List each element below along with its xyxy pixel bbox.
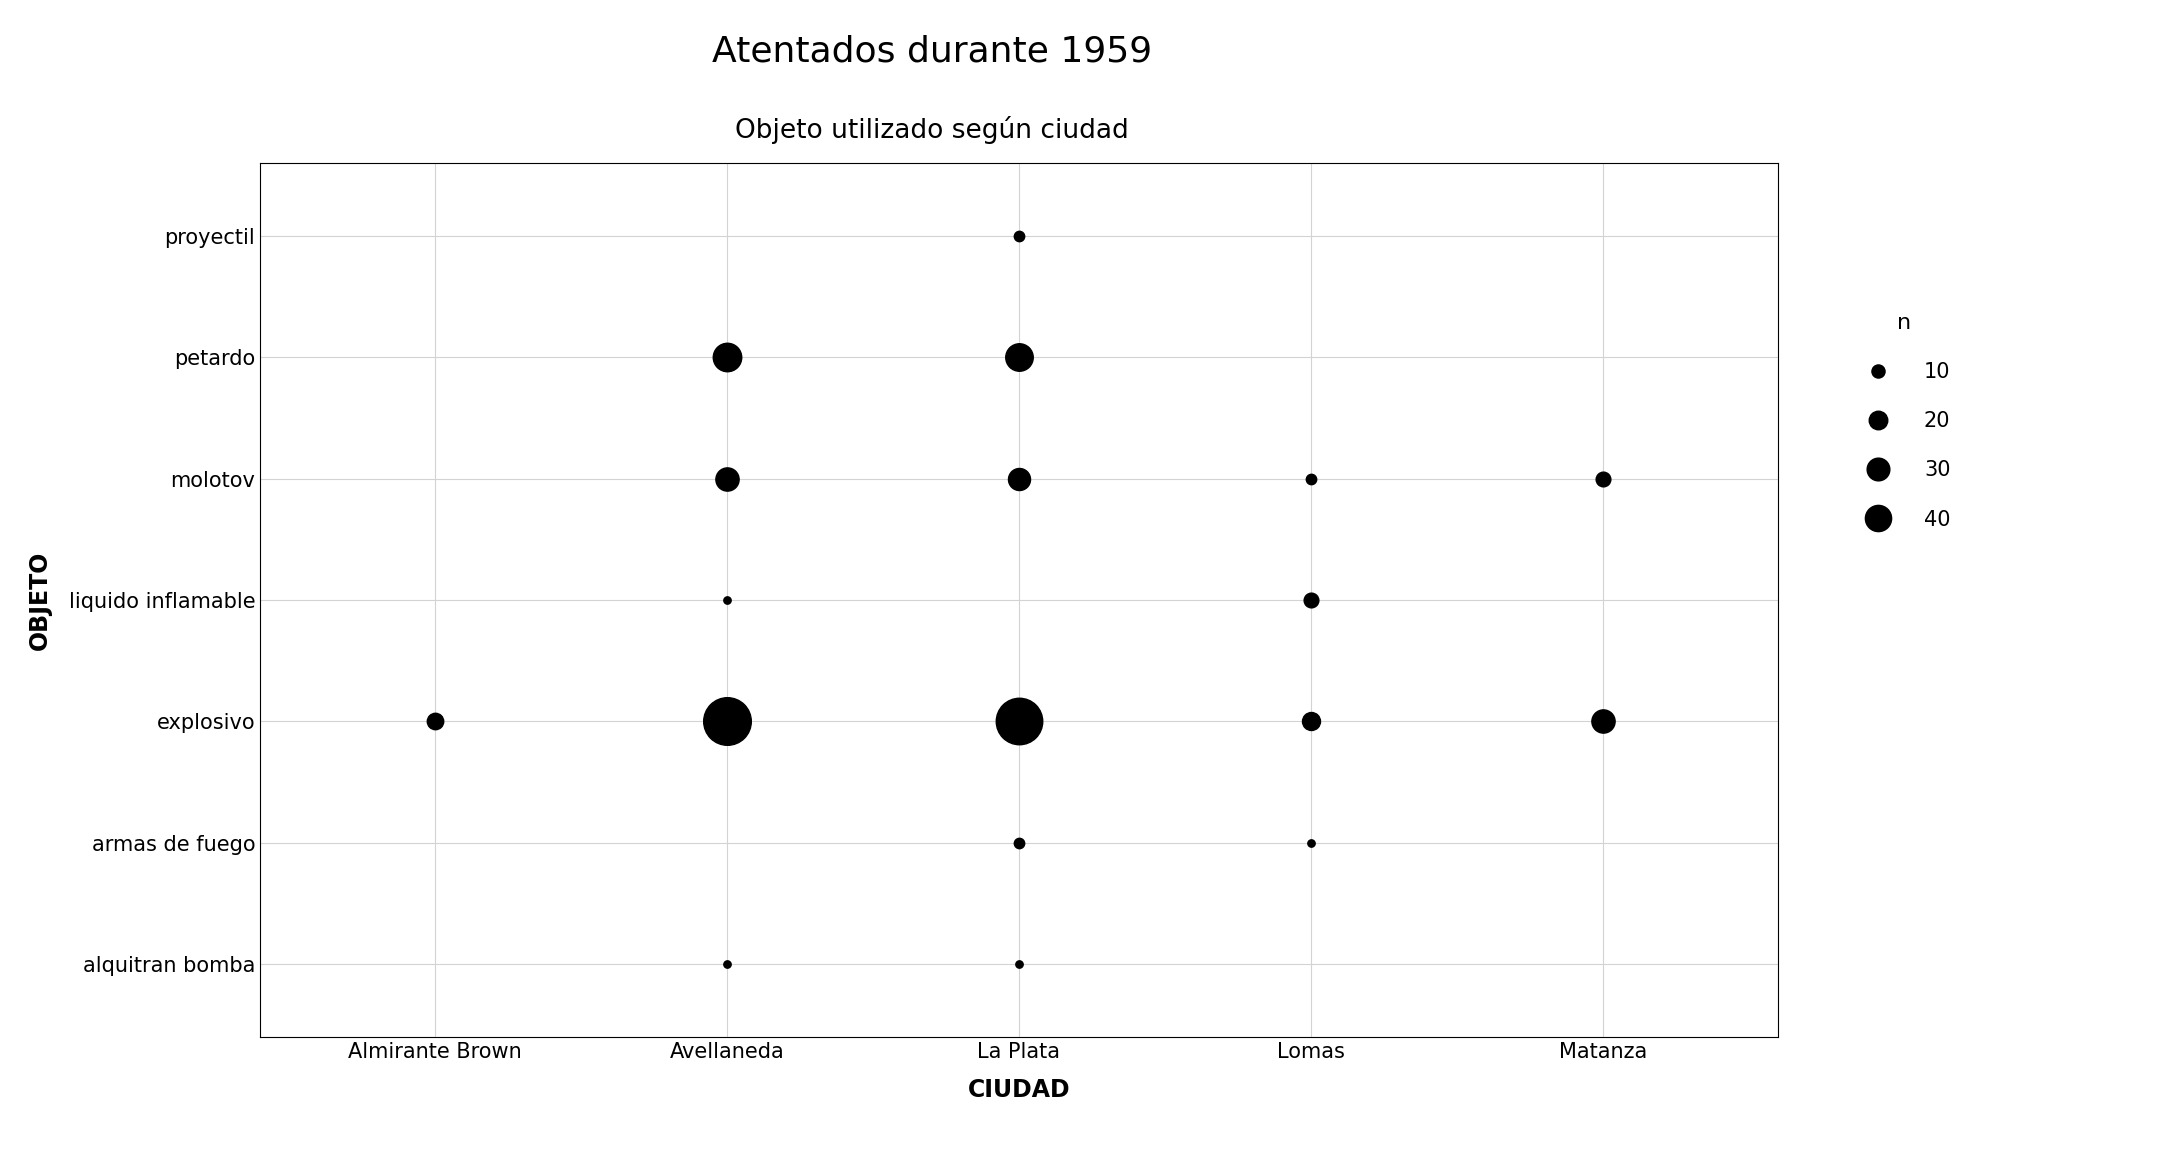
Point: [709, 469, 744, 488]
Point: [1002, 955, 1036, 974]
Point: [1294, 833, 1329, 852]
Text: Objeto utilizado según ciudad: Objeto utilizado según ciudad: [735, 116, 1130, 144]
Point: [1294, 469, 1329, 488]
Point: [709, 591, 744, 609]
Point: [1002, 226, 1036, 246]
Point: [1294, 591, 1329, 609]
Point: [1585, 469, 1619, 488]
Legend: 10, 20, 30, 40: 10, 20, 30, 40: [1849, 304, 1958, 538]
Point: [1002, 348, 1036, 367]
Point: [418, 712, 453, 730]
Point: [1002, 712, 1036, 730]
Point: [709, 348, 744, 367]
Point: [1294, 712, 1329, 730]
Point: [1585, 712, 1619, 730]
Y-axis label: OBJETO: OBJETO: [28, 550, 52, 650]
Point: [1002, 833, 1036, 852]
Point: [709, 712, 744, 730]
Point: [1002, 469, 1036, 488]
Point: [709, 955, 744, 974]
Text: Atentados durante 1959: Atentados durante 1959: [711, 35, 1153, 69]
X-axis label: CIUDAD: CIUDAD: [967, 1079, 1071, 1102]
